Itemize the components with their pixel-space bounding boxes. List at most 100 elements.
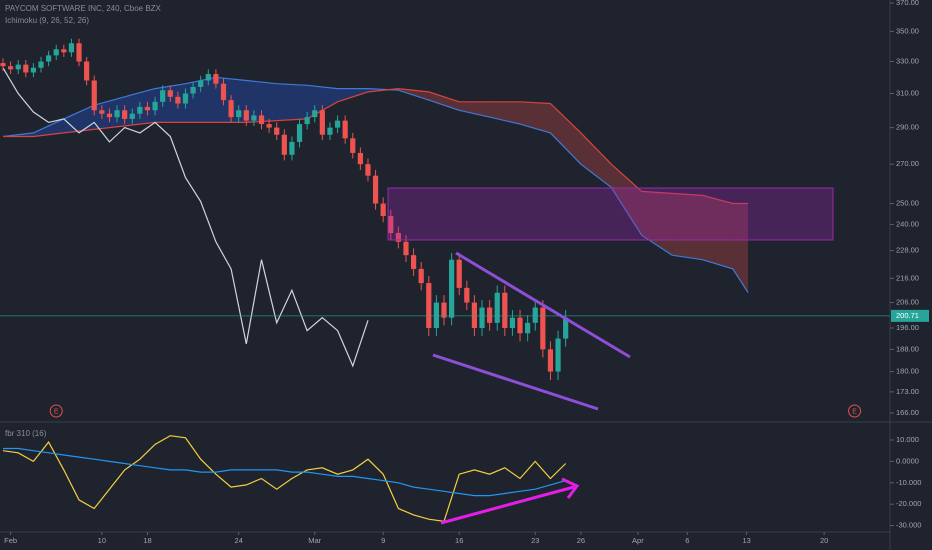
lagging-line: [2, 67, 369, 368]
candle-body: [175, 96, 181, 104]
x-tick-label: 6: [685, 536, 689, 545]
earnings-label: E: [54, 408, 59, 415]
cloud-fill: [672, 193, 703, 260]
candle-body: [319, 110, 325, 135]
candle-body: [190, 86, 196, 94]
candle-body: [167, 90, 173, 97]
x-tick-label: 16: [455, 536, 463, 545]
chart-title: PAYCOM SOFTWARE INC, 240, Cboe BZX: [5, 4, 162, 13]
candle-body: [266, 124, 272, 128]
candle-body: [23, 64, 29, 73]
candle-body: [8, 66, 14, 70]
candle-body: [182, 93, 189, 104]
candle-body: [418, 268, 424, 284]
candle-body: [449, 259, 455, 318]
candle-body: [342, 120, 348, 139]
y-tick-label: 166.00: [896, 408, 919, 417]
candle-body: [464, 287, 470, 303]
cloud-fill: [428, 91, 460, 111]
candle-body: [312, 110, 318, 118]
x-tick-label: 10: [98, 536, 106, 545]
y-tick-label: 188.00: [896, 344, 919, 353]
candle-body: [243, 110, 249, 121]
y-tick-label: 10.000: [896, 435, 919, 444]
candle-body: [487, 307, 493, 323]
x-tick-label: 13: [742, 536, 750, 545]
y-tick-label: 0.0000: [896, 456, 919, 465]
candle-body: [122, 110, 128, 119]
candle-body: [563, 317, 569, 339]
y-tick-label: -30.000: [896, 521, 921, 530]
candle-body: [509, 317, 516, 329]
candle-body: [30, 67, 37, 73]
divergence-arrow: [440, 485, 575, 525]
candle-body: [327, 127, 333, 135]
candle-body: [471, 302, 478, 329]
candle-body: [296, 124, 303, 142]
y-tick-label: -20.000: [896, 499, 921, 508]
oscillator-line: [3, 447, 566, 497]
candle-body: [555, 338, 561, 372]
earnings-marker: [848, 404, 862, 418]
candle-body: [517, 317, 523, 334]
candle-body: [456, 259, 462, 288]
y-tick-label: 228.00: [896, 246, 919, 255]
candle-body: [433, 302, 439, 329]
candle-body: [0, 63, 6, 67]
candle-body: [160, 90, 166, 102]
y-tick-label: 290.00: [896, 123, 919, 132]
x-tick-label: Apr: [632, 536, 644, 545]
cloud-line: [3, 87, 749, 205]
x-tick-label: 24: [235, 536, 243, 545]
candle-body: [198, 80, 204, 87]
candle-body: [380, 203, 386, 216]
y-tick-label: 350.00: [896, 26, 919, 35]
x-tick-label: 9: [381, 536, 385, 545]
cloud-fill: [520, 101, 551, 133]
oscillator-title: fbr 310 (16): [5, 429, 47, 438]
candle-body: [357, 152, 363, 165]
candle-body: [388, 215, 394, 234]
candle-body: [532, 307, 538, 323]
cloud-fill: [337, 88, 368, 102]
earnings-label: E: [852, 408, 857, 415]
cloud-fill: [641, 191, 673, 256]
candle-body: [502, 292, 508, 329]
candle-body: [205, 74, 211, 81]
x-tick-label: Feb: [4, 536, 17, 545]
candle-body: [540, 307, 546, 350]
candle-body: [99, 110, 105, 114]
y-tick-label: 216.00: [896, 273, 919, 282]
y-tick-label: 310.00: [896, 88, 919, 97]
y-tick-label: 240.00: [896, 219, 919, 228]
candle-body: [395, 233, 401, 242]
candle-body: [76, 43, 82, 62]
candle-body: [251, 115, 257, 121]
trend-line: [432, 353, 599, 411]
arrow-head: [561, 477, 580, 499]
candle-body: [152, 101, 158, 111]
cloud-fill: [550, 103, 581, 165]
candle-body: [289, 141, 295, 155]
y-tick-label: 370.00: [896, 0, 919, 7]
candle-body: [403, 241, 409, 256]
cloud-fill: [732, 203, 749, 293]
y-tick-label: -10.000: [896, 478, 921, 487]
trend-line: [455, 251, 631, 359]
candle-body: [258, 115, 265, 125]
candle-body: [236, 110, 242, 118]
candle-body: [334, 120, 341, 128]
candle-body: [281, 134, 287, 155]
supply-zone: [387, 187, 834, 241]
candle-body: [479, 307, 485, 329]
candle-body: [494, 292, 500, 323]
cloud-line: [2, 76, 749, 294]
candle-body: [220, 83, 227, 101]
candle-body: [114, 110, 120, 118]
cloud-fill: [702, 195, 733, 269]
candle-body: [46, 55, 52, 62]
candle-body: [274, 127, 280, 135]
candle-body: [213, 74, 219, 84]
candle-body: [68, 43, 75, 53]
cloud-fill: [580, 132, 612, 188]
